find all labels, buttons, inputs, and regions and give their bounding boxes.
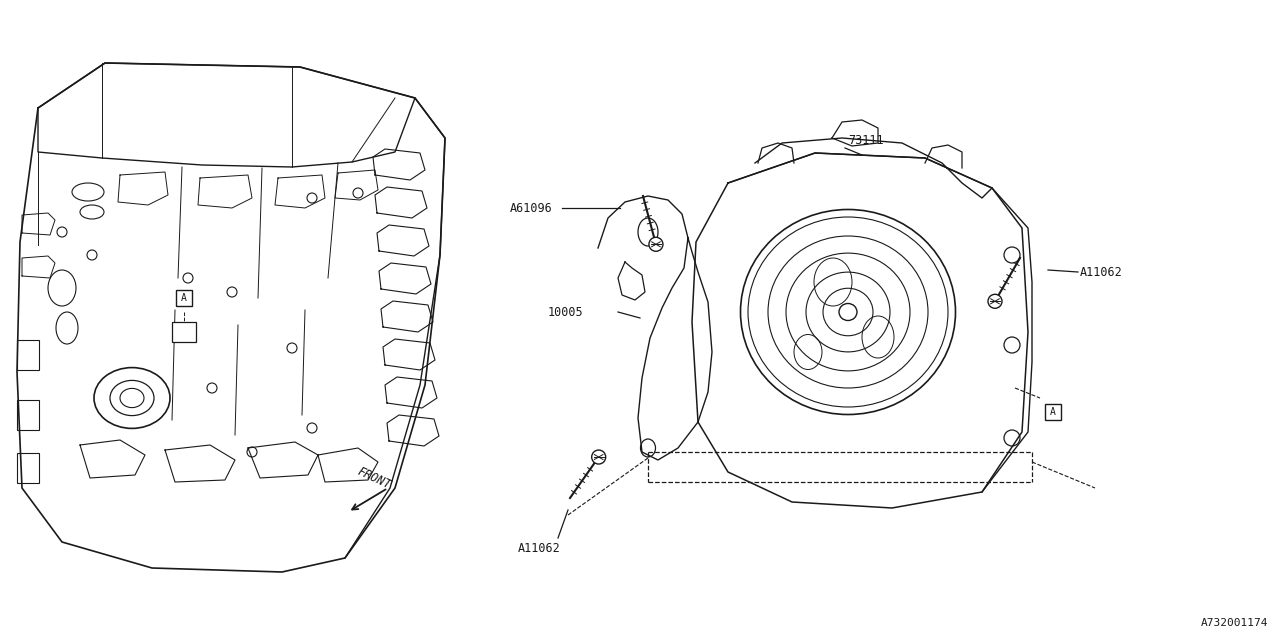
Text: FRONT: FRONT — [355, 465, 393, 492]
Bar — [17, 453, 38, 483]
Text: 73111: 73111 — [849, 134, 883, 147]
Text: 10005: 10005 — [548, 305, 584, 319]
Bar — [1044, 404, 1061, 420]
Circle shape — [649, 237, 663, 252]
Circle shape — [591, 450, 605, 464]
Bar — [17, 400, 38, 430]
Bar — [17, 340, 38, 370]
Text: A732001174: A732001174 — [1201, 618, 1268, 628]
Text: A61096: A61096 — [509, 202, 553, 214]
Text: A: A — [1050, 407, 1056, 417]
Circle shape — [988, 294, 1002, 308]
Bar — [172, 322, 196, 342]
Bar — [177, 290, 192, 306]
Text: A: A — [180, 293, 187, 303]
Text: A11062: A11062 — [1080, 266, 1123, 278]
Text: A11062: A11062 — [518, 541, 561, 554]
